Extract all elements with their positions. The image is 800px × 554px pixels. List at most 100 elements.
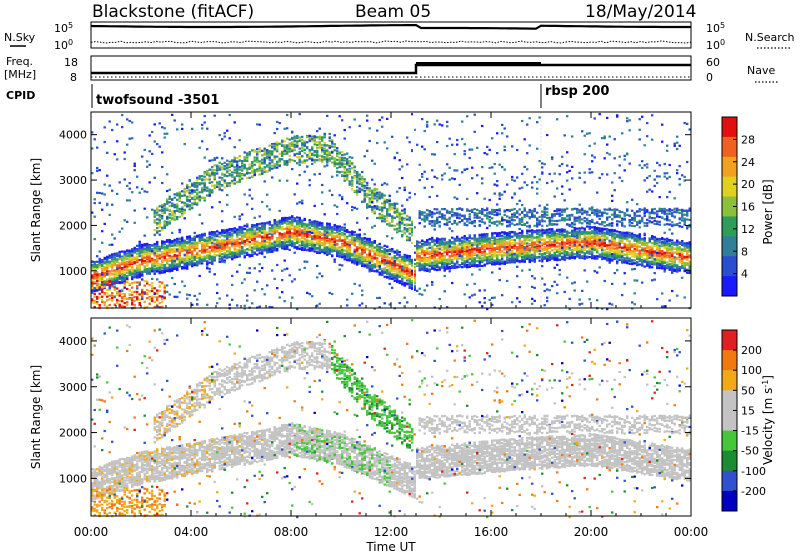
power-cell	[311, 147, 314, 150]
power-cell	[256, 123, 259, 126]
power-cell	[208, 237, 211, 240]
power-cell	[136, 298, 139, 301]
power-cell	[341, 151, 344, 154]
power-cell	[121, 272, 124, 275]
power-cell	[253, 232, 256, 235]
power-cell	[198, 259, 201, 262]
power-cell	[353, 233, 356, 237]
power-cell	[201, 127, 204, 130]
power-cell	[296, 134, 299, 138]
power-cell	[328, 146, 331, 149]
power-cell	[176, 128, 179, 131]
power-cell	[136, 281, 139, 284]
power-cell	[133, 272, 136, 275]
power-cell	[153, 123, 156, 126]
power-cell	[313, 159, 316, 162]
power-cell	[168, 209, 171, 212]
power-cell	[326, 226, 329, 229]
power-cell	[281, 158, 284, 161]
power-cell	[208, 235, 211, 238]
power-cell	[168, 204, 171, 207]
power-cell	[103, 126, 106, 129]
power-cell	[138, 247, 141, 250]
power-cell	[211, 259, 214, 262]
power-cell	[351, 292, 354, 295]
power-cell	[236, 304, 239, 307]
power-cell	[101, 295, 104, 298]
power-cell	[138, 191, 141, 194]
power-cell	[346, 304, 349, 307]
power-cell	[238, 139, 241, 142]
power-cell	[228, 113, 231, 117]
power-cell	[261, 200, 264, 204]
power-cell	[171, 240, 174, 243]
power-cell	[186, 249, 189, 252]
power-cell	[151, 257, 154, 260]
power-cell	[371, 195, 374, 198]
power-cell	[206, 243, 209, 246]
power-cell	[148, 252, 151, 255]
power-cell	[368, 139, 371, 143]
power-cell	[236, 233, 239, 236]
power-cell	[318, 249, 321, 252]
power-cell	[216, 246, 219, 250]
power-cell	[163, 204, 166, 207]
power-cell	[341, 195, 344, 199]
power-cell	[346, 152, 349, 155]
power-cell	[221, 243, 224, 246]
power-cell	[238, 215, 241, 218]
power-cell	[118, 289, 121, 292]
power-cell	[101, 281, 104, 284]
power-cell	[223, 132, 226, 135]
power-cell	[141, 271, 144, 274]
power-cell	[206, 170, 209, 173]
power-cell	[161, 271, 164, 274]
power-cell	[336, 229, 339, 232]
power-cell	[221, 157, 224, 160]
power-cell	[366, 181, 369, 184]
power-cell	[336, 174, 339, 177]
power-cell	[161, 240, 164, 243]
power-cell	[353, 239, 356, 242]
power-cell	[356, 173, 359, 176]
power-cell	[258, 249, 261, 252]
power-cell	[118, 277, 121, 280]
beam-title: Beam 05	[355, 2, 431, 22]
power-cell	[203, 239, 206, 242]
power-cell	[186, 245, 189, 249]
power-cell	[151, 208, 154, 211]
power-cell	[166, 173, 169, 176]
power-cell	[303, 248, 306, 251]
power-cell	[161, 305, 164, 308]
power-cell	[128, 261, 131, 264]
power-cell	[201, 233, 204, 236]
power-cell	[113, 262, 116, 265]
power-cell	[273, 156, 276, 159]
power-cell	[168, 213, 171, 216]
power-cell	[281, 269, 284, 272]
power-cell	[243, 159, 246, 162]
power-cell	[121, 267, 124, 270]
power-cell	[101, 276, 104, 279]
power-cell	[268, 242, 271, 245]
power-cell	[141, 155, 144, 158]
power-cell	[158, 254, 161, 257]
power-cell	[241, 213, 244, 216]
power-cell	[111, 253, 114, 256]
power-cell	[176, 248, 179, 251]
power-cell	[163, 291, 166, 294]
power-cell	[226, 171, 229, 174]
power-cell	[353, 244, 356, 247]
power-cell	[193, 258, 196, 261]
power-cell	[236, 174, 239, 177]
power-cell	[246, 203, 249, 206]
power-cell	[156, 222, 159, 225]
power-cell	[103, 222, 106, 225]
power-cell	[118, 267, 121, 270]
power-cell	[136, 265, 139, 268]
power-cell	[296, 145, 299, 148]
power-cell	[198, 240, 201, 243]
power-cell	[108, 271, 111, 275]
power-cell	[231, 182, 234, 185]
power-cell	[153, 215, 156, 218]
